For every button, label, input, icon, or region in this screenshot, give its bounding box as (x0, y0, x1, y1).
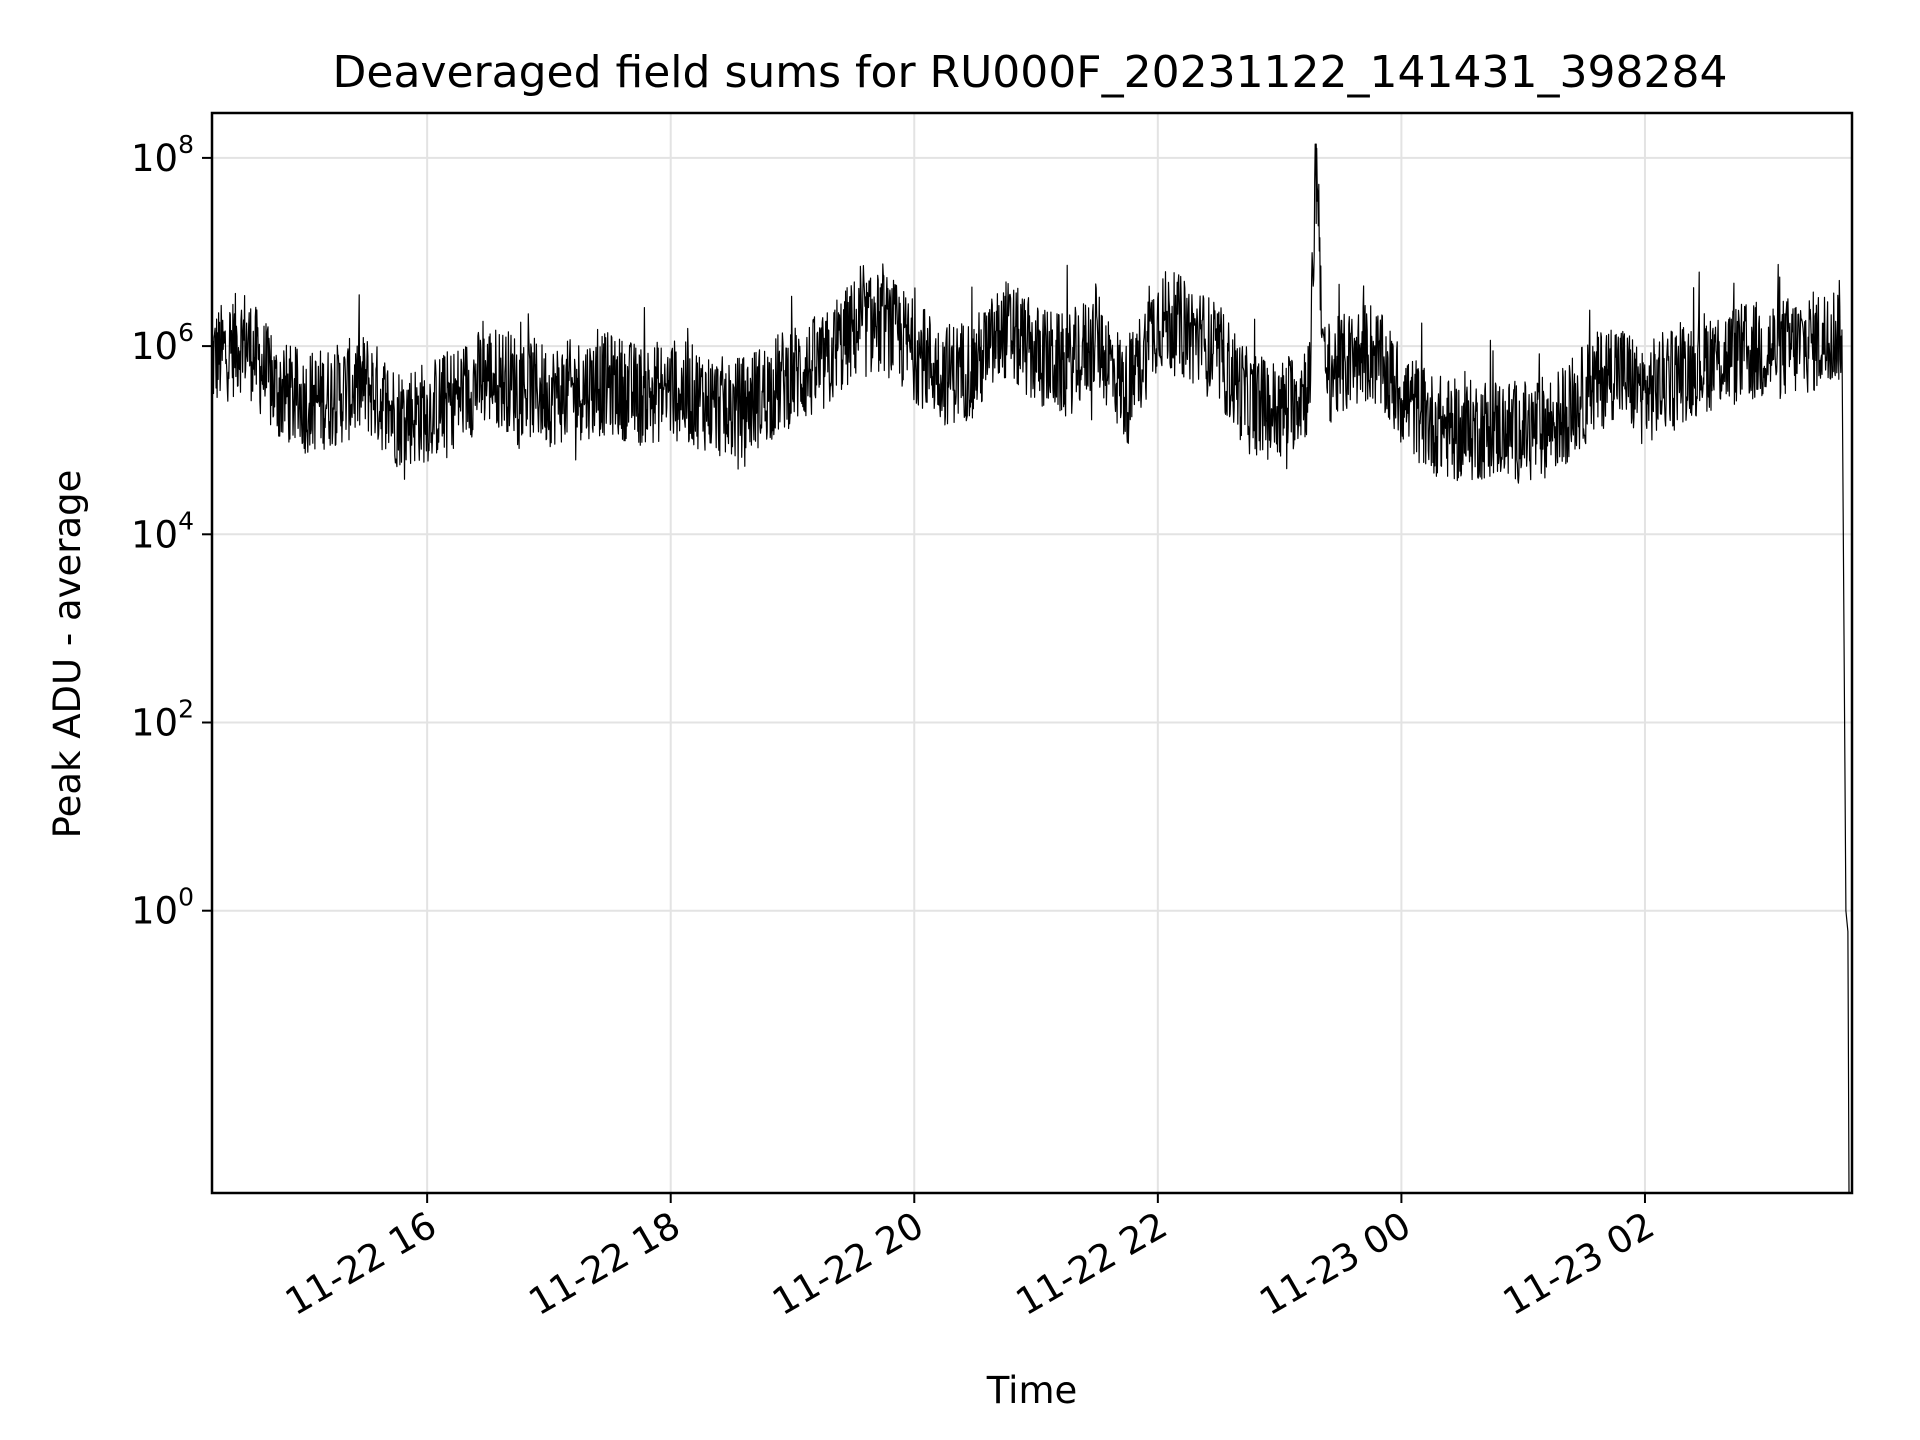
y-tick-label: 106 (131, 318, 194, 368)
series-line-0 (212, 143, 1850, 1193)
y-tick-label: 102 (131, 694, 194, 744)
y-axis-label: Peak ADU - average (46, 470, 89, 839)
chart-title: Deaveraged field sums for RU000F_2023112… (333, 47, 1728, 98)
y-tick-label: 104 (131, 506, 194, 556)
plot-frame (210, 111, 1854, 1195)
y-tick-label: 108 (131, 130, 194, 180)
y-tick-label: 100 (131, 883, 194, 933)
x-axis-label: Time (986, 1369, 1078, 1412)
series-layer (212, 143, 1850, 1193)
